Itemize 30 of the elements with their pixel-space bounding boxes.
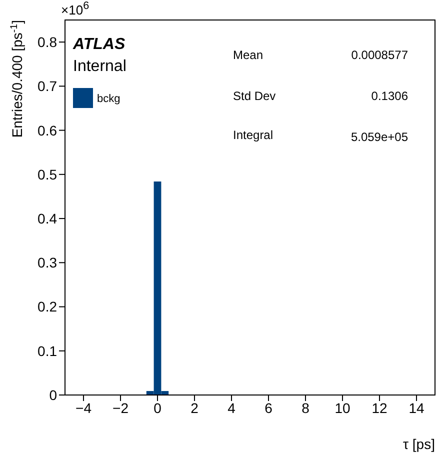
y-tick-label: 0.4: [38, 210, 58, 226]
y-tick-label: 0: [49, 386, 58, 403]
x-tick-label: −4: [76, 400, 92, 416]
legend-label: bckg: [97, 93, 120, 106]
x-tick-label: 10: [334, 400, 350, 416]
x-tick-label: −2: [112, 400, 129, 416]
y-tick-label: 0.5: [38, 166, 58, 182]
y-tick-label: 0.7: [38, 78, 58, 94]
y-tick-label: 0.3: [38, 254, 58, 271]
annotation: Integral: [233, 128, 274, 142]
annotation: ATLAS: [73, 36, 126, 54]
x-tick-label: 6: [264, 400, 273, 416]
y-tick-label: 0.8: [38, 34, 58, 50]
x-tick-label: 0: [154, 400, 162, 416]
annotation: 5.059e+05: [350, 130, 408, 144]
x-tick-label: 2: [190, 400, 199, 416]
y-tick-label: 0.2: [38, 298, 58, 315]
x-tick-label: 8: [302, 400, 310, 416]
x-axis-title: τ [ps]: [403, 436, 435, 452]
y-tick-label: 0.1: [38, 342, 58, 359]
x-tick-label: 4: [228, 400, 236, 416]
annotation: 0.1306: [371, 89, 408, 103]
y-tick-label: 0.6: [38, 122, 58, 138]
annotation: Mean: [233, 48, 264, 62]
annotation: Std Dev: [233, 89, 276, 103]
x-tick-label: 12: [372, 400, 388, 416]
x-tick-label: 14: [408, 400, 424, 416]
text: ×10$^{6}$: [61, 0, 90, 18]
annotation: 0.0008577: [351, 48, 408, 62]
annotation: Internal: [73, 58, 126, 76]
